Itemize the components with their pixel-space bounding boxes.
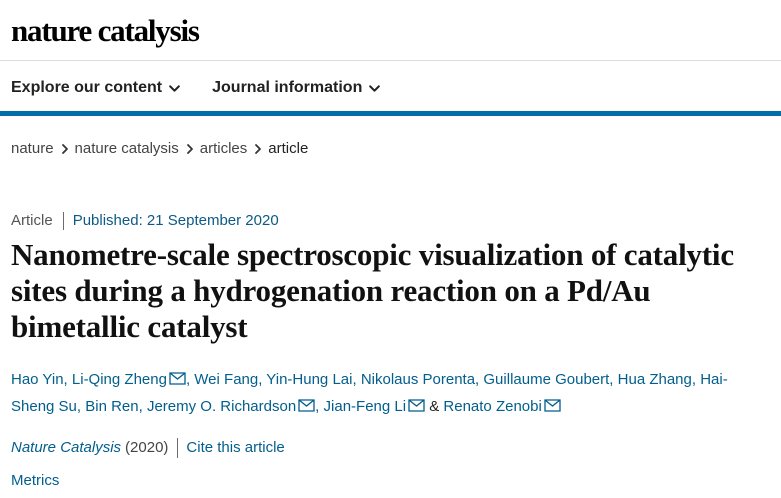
author-link[interactable]: Bin Ren <box>85 398 139 415</box>
publication-year: (2020) <box>125 439 169 456</box>
nav-explore-content[interactable]: Explore our content <box>11 76 181 100</box>
author-list: Hao Yin, Li-Qing Zheng, Wei Fang, Yin-Hu… <box>11 366 771 420</box>
chevron-right-icon <box>61 144 68 154</box>
nav-journal-information[interactable]: Journal information <box>212 76 381 100</box>
citation-divider <box>177 438 179 458</box>
author-link[interactable]: Hua Zhang <box>617 371 692 388</box>
breadcrumb: nature nature catalysis articles article <box>11 139 308 159</box>
author-separator: , <box>352 371 361 388</box>
article-meta: Article Published: 21 September 2020 <box>11 211 279 231</box>
mail-icon[interactable] <box>408 399 425 412</box>
author-separator: , <box>76 398 86 415</box>
author-link[interactable]: Yin-Hung Lai <box>266 371 353 388</box>
author-link[interactable]: Jian-Feng Li <box>323 398 407 415</box>
breadcrumb-nature[interactable]: nature <box>11 140 54 157</box>
author-link[interactable]: Guillaume Goubert <box>483 371 610 388</box>
mail-icon[interactable] <box>169 372 186 385</box>
author-separator: , <box>475 371 484 388</box>
author-separator: , <box>609 371 618 388</box>
author-separator: , <box>63 371 72 388</box>
main-nav: Explore our content Journal information <box>11 76 381 100</box>
nav-explore-content-label: Explore our content <box>11 79 163 96</box>
author-link[interactable]: Jeremy O. Richardson <box>146 398 297 415</box>
cite-this-article-link[interactable]: Cite this article <box>186 439 285 456</box>
author-separator: , <box>258 371 267 388</box>
chevron-down-icon <box>169 84 180 92</box>
nav-journal-information-label: Journal information <box>212 79 363 96</box>
chevron-right-icon <box>255 144 262 154</box>
chevron-down-icon <box>369 84 381 92</box>
author-link[interactable]: Wei Fang <box>194 371 259 388</box>
mail-icon[interactable] <box>544 399 561 412</box>
breadcrumb-nature-catalysis[interactable]: nature catalysis <box>74 140 179 157</box>
author-link[interactable]: Renato Zenobi <box>443 398 542 415</box>
author-separator: & <box>425 398 444 415</box>
author-separator: , <box>185 371 195 388</box>
article-type: Article <box>11 212 53 229</box>
metrics-link[interactable]: Metrics <box>11 472 60 489</box>
mail-icon[interactable] <box>298 399 315 412</box>
author-separator: , <box>691 371 701 388</box>
meta-divider <box>62 212 64 230</box>
author-link[interactable]: Li-Qing Zheng <box>71 371 167 388</box>
journal-name[interactable]: Nature Catalysis <box>11 439 122 456</box>
journal-logo[interactable]: nature catalysis <box>11 13 200 48</box>
author-link[interactable]: Hao Yin <box>11 371 64 388</box>
author-link[interactable]: Nikolaus Porenta <box>360 371 476 388</box>
header-divider <box>0 60 781 61</box>
citation-line: Nature Catalysis (2020) Cite this articl… <box>11 438 285 458</box>
breadcrumb-articles[interactable]: articles <box>199 140 248 157</box>
published-date: Published: 21 September 2020 <box>72 212 279 229</box>
author-separator: , <box>138 398 147 415</box>
chevron-right-icon <box>186 144 193 154</box>
breadcrumb-current-article: article <box>268 140 309 157</box>
article-title: Nanometre-scale spectroscopic visualizat… <box>11 237 734 344</box>
author-separator: , <box>315 398 324 415</box>
nav-accent-bar <box>0 111 781 116</box>
author-link[interactable]: Hai-Sheng Su <box>11 371 728 415</box>
